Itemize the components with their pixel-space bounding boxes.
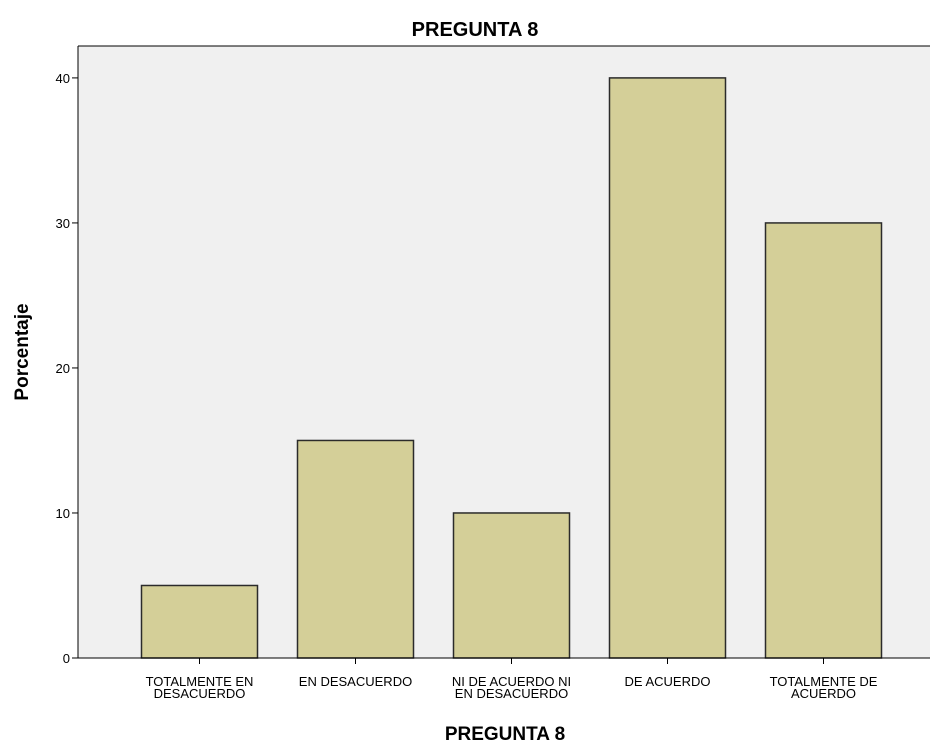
x-axis-title: PREGUNTA 8 — [445, 724, 565, 742]
y-tick-label: 30 — [56, 216, 70, 231]
axes-group — [77, 45, 930, 659]
chart-title: PREGUNTA 8 — [412, 19, 539, 41]
x-category-label: EN DESACUERDO — [299, 674, 412, 689]
x-category-label: ACUERDO — [791, 686, 856, 701]
x-category-label: DESACUERDO — [154, 686, 246, 701]
y-ticks-group: 0 10 20 30 40 — [56, 71, 78, 666]
x-category-label: DE ACUERDO — [625, 674, 711, 689]
y-tick-label: 20 — [56, 361, 70, 376]
y-axis-title: Porcentaje — [12, 303, 33, 400]
bar — [296, 439, 415, 659]
x-category-label: EN DESACUERDO — [455, 686, 568, 701]
bar — [764, 222, 883, 659]
bar — [608, 77, 727, 659]
bar — [140, 584, 259, 659]
x-category-label: NI DE ACUERDO NI — [452, 674, 571, 689]
y-tick-label: 40 — [56, 71, 70, 86]
x-category-label: TOTALMENTE DE — [770, 674, 878, 689]
bars-group — [140, 77, 883, 659]
x-category-label: TOTALMENTE EN — [146, 674, 254, 689]
bar — [452, 512, 571, 659]
y-tick-label: 10 — [56, 506, 70, 521]
y-tick-label: 0 — [63, 651, 70, 666]
